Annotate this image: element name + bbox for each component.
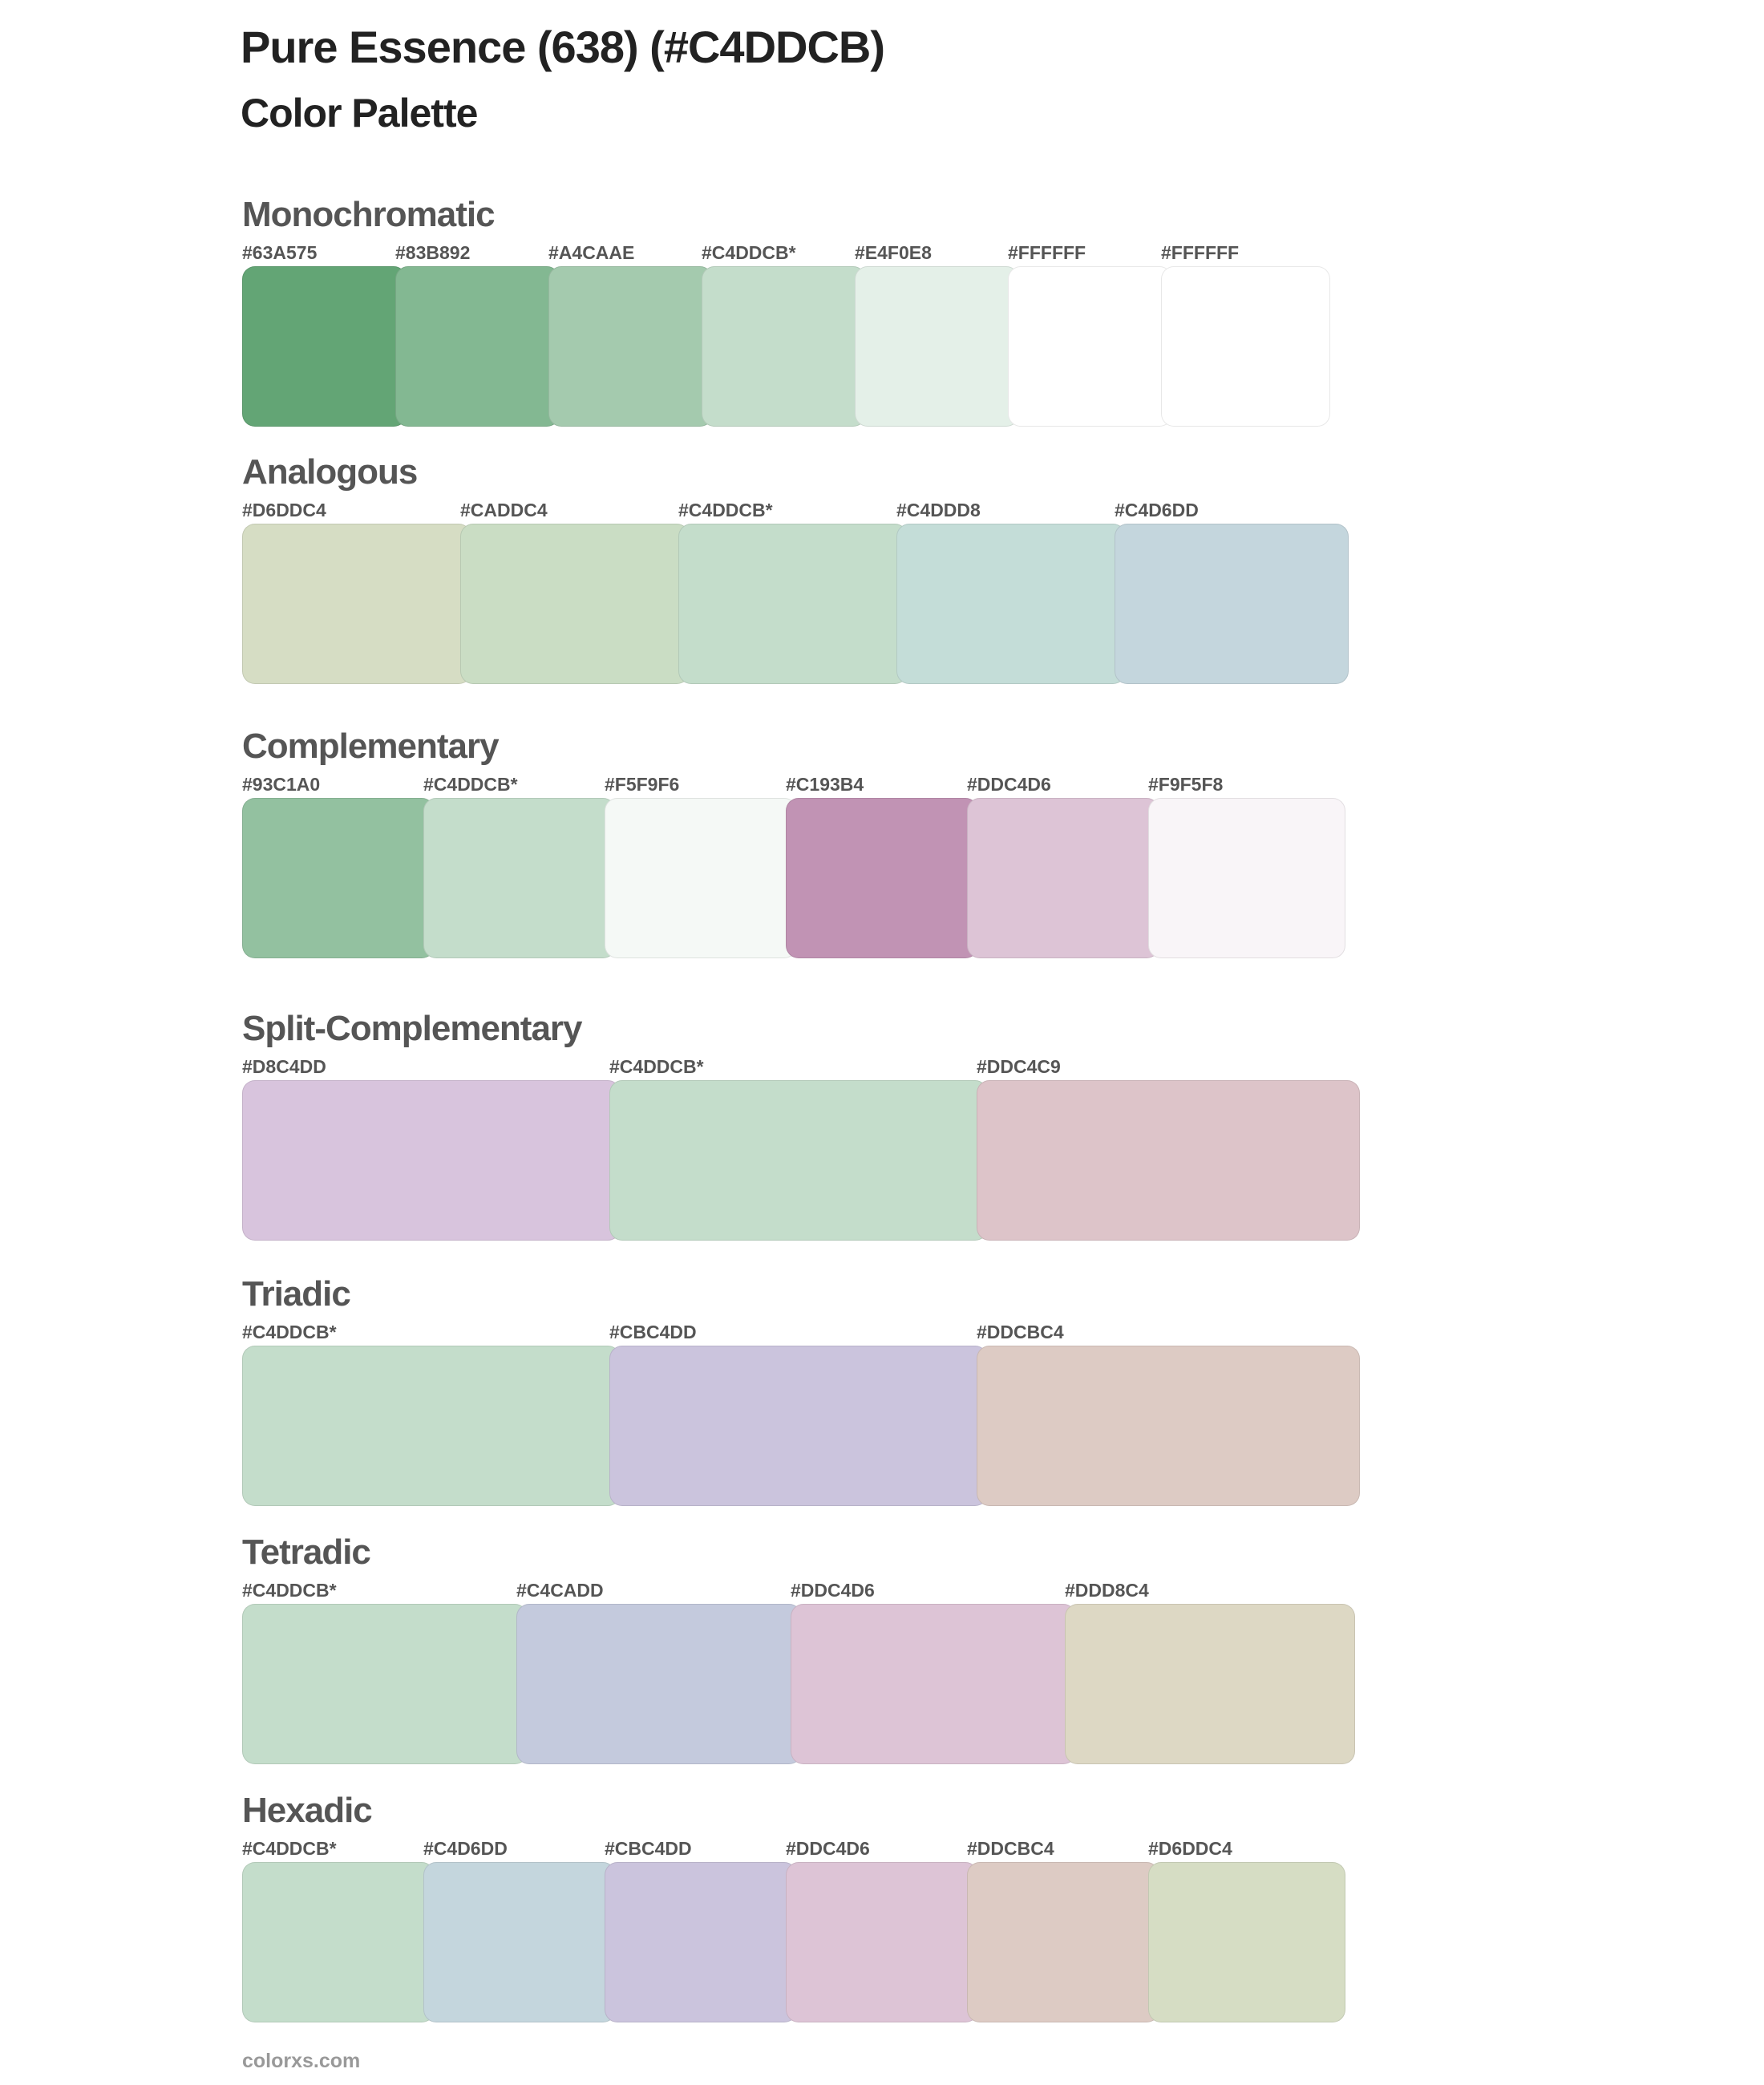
- swatch-hex-label: #E4F0E8: [855, 242, 932, 263]
- color-swatch[interactable]: [242, 1346, 621, 1506]
- swatch-row: [242, 524, 1445, 684]
- swatch-labels: #D6DDC4 #CADDC4 #C4DDCB* #C4DDD8 #C4D6DD: [242, 500, 1445, 522]
- swatch-hex-label: #DDD8C4: [1065, 1580, 1149, 1601]
- section-heading: Complementary: [242, 727, 500, 766]
- swatch-row: [242, 1346, 1445, 1506]
- palette-section-triadic: Triadic #C4DDCB* #CBC4DD #DDCBC4: [242, 1272, 1445, 1506]
- swatch-hex-label: #DDC4D6: [791, 1580, 875, 1601]
- color-swatch[interactable]: [460, 524, 690, 684]
- swatch-labels: #C4DDCB* #CBC4DD #DDCBC4: [242, 1322, 1445, 1344]
- swatch-hex-label: #CADDC4: [460, 500, 548, 520]
- swatch-hex-label: #FFFFFF: [1161, 242, 1240, 263]
- color-swatch[interactable]: [605, 798, 797, 958]
- color-swatch[interactable]: [516, 1604, 802, 1764]
- color-swatch[interactable]: [242, 1862, 435, 2022]
- swatch-hex-label: #C4DDCB*: [678, 500, 773, 520]
- section-heading: Analogous: [242, 452, 418, 492]
- color-swatch[interactable]: [977, 1346, 1360, 1506]
- section-heading: Tetradic: [242, 1532, 371, 1572]
- swatch-hex-label: #C4DDCB*: [242, 1580, 337, 1601]
- swatch-hex-label: #CBC4DD: [605, 1838, 692, 1859]
- palette-section-monochromatic: Monochromatic #63A575 #83B892 #A4CAAE #C4DDC…: [242, 192, 1445, 427]
- swatch-row: [242, 266, 1445, 427]
- section-heading: Monochromatic: [242, 195, 496, 234]
- section-heading: Triadic: [242, 1274, 351, 1314]
- swatch-hex-label: #C4CADD: [516, 1580, 604, 1601]
- swatch-hex-label: #A4CAAE: [548, 242, 635, 263]
- swatch-hex-label: #C4DDCB*: [609, 1056, 704, 1077]
- palette-section-hexadic: Hexadic #C4DDCB* #C4D6DD #CBC4DD #DDC4D6 #DDC…: [242, 1788, 1445, 2022]
- page-subtitle: Color Palette: [241, 91, 478, 136]
- swatch-hex-label: #C4DDCB*: [423, 774, 518, 795]
- color-swatch[interactable]: [609, 1346, 988, 1506]
- swatch-hex-label: #F9F5F8: [1148, 774, 1224, 795]
- swatch-labels: #C4DDCB* #C4D6DD #CBC4DD #DDC4D6 #DDCBC4 #D6D…: [242, 1838, 1445, 1860]
- swatch-hex-label: #C4DDCB*: [242, 1838, 337, 1859]
- swatch-hex-label: #DDCBC4: [967, 1838, 1054, 1859]
- section-heading: Hexadic: [242, 1791, 373, 1830]
- color-swatch[interactable]: [786, 798, 978, 958]
- color-swatch[interactable]: [242, 1604, 528, 1764]
- swatch-hex-label: #DDCBC4: [977, 1322, 1064, 1342]
- swatch-hex-label: #D6DDC4: [1148, 1838, 1232, 1859]
- swatch-labels: #93C1A0 #C4DDCB* #F5F9F6 #C193B4 #DDC4D6 #F9F…: [242, 774, 1445, 796]
- swatch-hex-label: #DDC4D6: [786, 1838, 870, 1859]
- swatch-row: [242, 798, 1445, 958]
- color-swatch[interactable]: [395, 266, 560, 427]
- swatch-row: [242, 1862, 1445, 2022]
- swatch-hex-label: #DDC4C9: [977, 1056, 1061, 1077]
- color-swatch[interactable]: [1008, 266, 1172, 427]
- footer-site-link[interactable]: colorxs.com: [242, 2050, 361, 2072]
- swatch-labels: #D8C4DD #C4DDCB* #DDC4C9: [242, 1056, 1445, 1079]
- color-swatch[interactable]: [1065, 1604, 1355, 1764]
- palette-section-analogous: Analogous #D6DDC4 #CADDC4 #C4DDCB* #C4DDD8 #C…: [242, 450, 1445, 684]
- color-swatch[interactable]: [678, 524, 908, 684]
- color-swatch[interactable]: [1148, 1862, 1345, 2022]
- palette-section-tetradic: Tetradic #C4DDCB* #C4CADD #DDC4D6 #DDD8C4: [242, 1530, 1445, 1764]
- color-swatch[interactable]: [242, 798, 435, 958]
- color-swatch[interactable]: [967, 798, 1159, 958]
- swatch-labels: #63A575 #83B892 #A4CAAE #C4DDCB* #E4F0E8 #FFF…: [242, 242, 1445, 265]
- color-swatch[interactable]: [423, 1862, 616, 2022]
- swatch-hex-label: #DDC4D6: [967, 774, 1051, 795]
- color-swatch[interactable]: [1161, 266, 1330, 427]
- color-swatch[interactable]: [977, 1080, 1360, 1241]
- color-swatch[interactable]: [1115, 524, 1349, 684]
- swatch-hex-label: #C193B4: [786, 774, 864, 795]
- swatch-row: [242, 1080, 1445, 1241]
- swatch-hex-label: #C4D6DD: [423, 1838, 508, 1859]
- color-swatch[interactable]: [896, 524, 1126, 684]
- color-swatch[interactable]: [855, 266, 1019, 427]
- swatch-hex-label: #C4DDCB*: [702, 242, 796, 263]
- color-swatch[interactable]: [605, 1862, 797, 2022]
- swatch-row: [242, 1604, 1445, 1764]
- color-swatch[interactable]: [967, 1862, 1159, 2022]
- palette-section-split-complementary: Split-Complementary #D8C4DD #C4DDCB* #DDC4C…: [242, 1006, 1445, 1241]
- color-swatch[interactable]: [423, 798, 616, 958]
- swatch-hex-label: #F5F9F6: [605, 774, 680, 795]
- color-swatch[interactable]: [242, 1080, 621, 1241]
- color-swatch[interactable]: [702, 266, 866, 427]
- color-swatch[interactable]: [786, 1862, 978, 2022]
- color-swatch[interactable]: [242, 524, 471, 684]
- color-swatch[interactable]: [609, 1080, 988, 1241]
- swatch-hex-label: #C4DDCB*: [242, 1322, 337, 1342]
- swatch-hex-label: #C4D6DD: [1115, 500, 1199, 520]
- swatch-hex-label: #C4DDD8: [896, 500, 981, 520]
- swatch-labels: #C4DDCB* #C4CADD #DDC4D6 #DDD8C4: [242, 1580, 1445, 1602]
- color-swatch[interactable]: [242, 266, 407, 427]
- swatch-hex-label: #FFFFFF: [1008, 242, 1086, 263]
- page-title: Pure Essence (638) (#C4DDCB): [241, 22, 885, 72]
- swatch-hex-label: #D8C4DD: [242, 1056, 326, 1077]
- swatch-hex-label: #83B892: [395, 242, 471, 263]
- swatch-hex-label: #D6DDC4: [242, 500, 326, 520]
- color-swatch[interactable]: [1148, 798, 1345, 958]
- swatch-hex-label: #63A575: [242, 242, 318, 263]
- color-swatch[interactable]: [548, 266, 713, 427]
- section-heading: Split-Complementary: [242, 1009, 583, 1048]
- swatch-hex-label: #93C1A0: [242, 774, 321, 795]
- swatch-hex-label: #CBC4DD: [609, 1322, 697, 1342]
- palette-section-complementary: Complementary #93C1A0 #C4DDCB* #F5F9F6 #C193…: [242, 724, 1445, 958]
- color-swatch[interactable]: [791, 1604, 1076, 1764]
